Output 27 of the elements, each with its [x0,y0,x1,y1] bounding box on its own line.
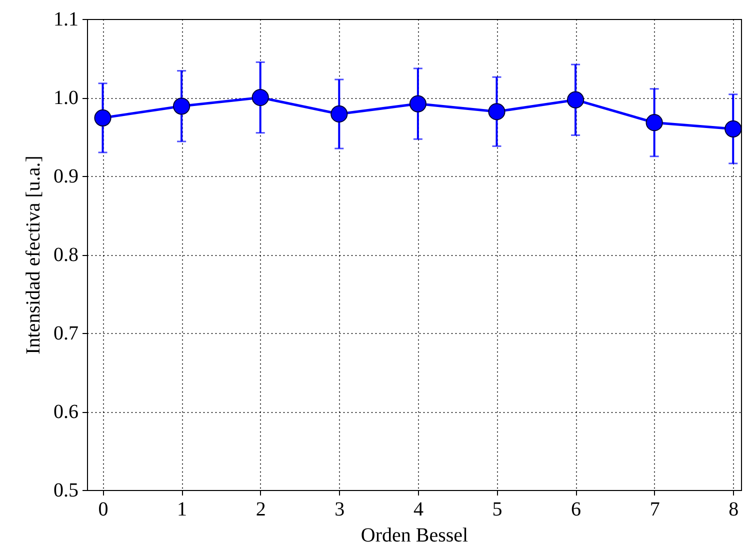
point [94,109,112,126]
x-tick-label: 7 [650,498,660,520]
y-tick-label: 1.0 [54,87,78,109]
point [252,88,269,106]
point [330,105,348,123]
point [566,91,584,108]
point [646,114,663,132]
x-tick-label: 6 [571,498,582,520]
x-axis-title: Orden Bessel [360,524,469,546]
point [409,95,426,112]
y-tick-label: 0.7 [54,322,78,344]
y-tick-label: 0.6 [54,401,78,423]
y-tick-label: 0.9 [54,166,78,188]
y-tick-label: 0.8 [54,244,78,266]
x-tick-label: 2 [256,498,266,520]
x-tick-label: 8 [728,498,739,520]
x-tick-label: 1 [177,498,188,520]
point [488,103,506,120]
y-tick-label: 0.5 [54,480,78,502]
point [172,98,190,115]
x-tick-label: 0 [98,498,108,520]
y-tick-label: 1.1 [54,8,78,30]
x-tick-label: 5 [492,498,502,520]
x-tick-label: 3 [334,498,345,520]
point [724,120,742,138]
x-tick-label: 4 [413,498,424,520]
y-axis-title: Intensidad efectiva [u.a.] [22,156,44,354]
